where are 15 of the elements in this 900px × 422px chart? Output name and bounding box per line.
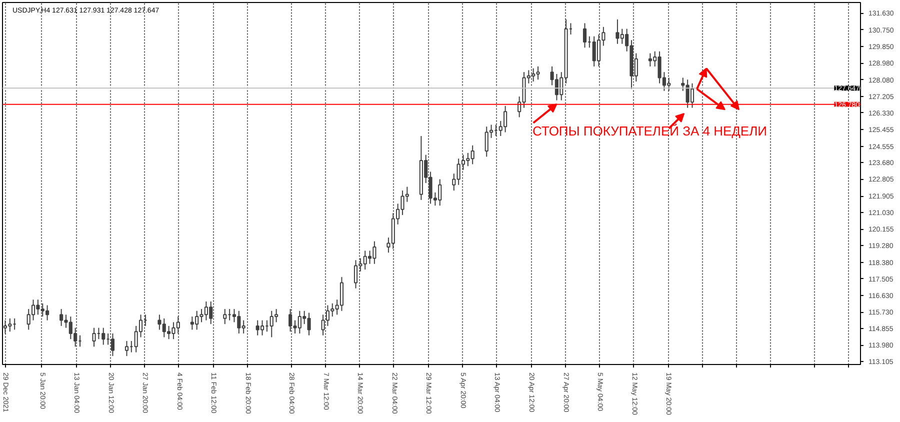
candlestick <box>260 320 264 336</box>
candlestick <box>223 308 227 325</box>
annotation: СТОПЫ ПОКУПАТЕЛЕЙ ЗА 4 НЕДЕЛИ <box>532 124 767 138</box>
candlestick <box>596 34 601 67</box>
candlestick <box>102 327 106 346</box>
candlestick <box>582 22 587 48</box>
candlestick <box>690 82 694 108</box>
candlestick <box>124 340 129 357</box>
candlestick <box>340 276 344 312</box>
candlestick <box>368 250 372 264</box>
candlestick <box>354 260 358 289</box>
candlestick <box>92 327 96 348</box>
candlestick <box>31 299 36 321</box>
candlestick <box>3 320 8 334</box>
candlestick <box>110 332 115 357</box>
